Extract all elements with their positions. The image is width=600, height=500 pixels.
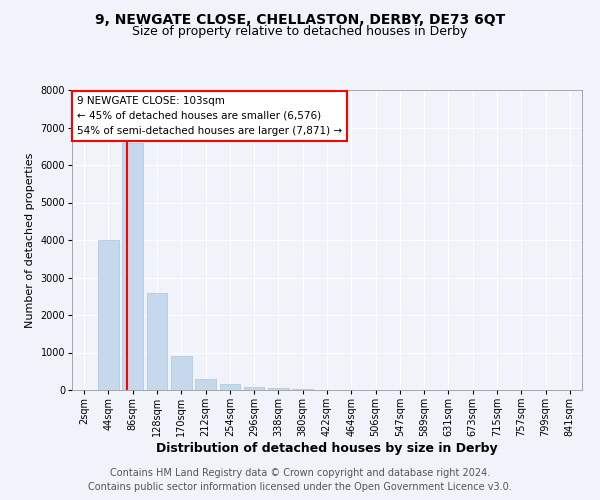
Text: Contains HM Land Registry data © Crown copyright and database right 2024.
Contai: Contains HM Land Registry data © Crown c…	[88, 468, 512, 492]
Bar	[244, 387, 265, 390]
Bar	[195, 379, 216, 390]
Y-axis label: Number of detached properties: Number of detached properties	[25, 152, 35, 328]
Text: Size of property relative to detached houses in Derby: Size of property relative to detached ho…	[133, 25, 467, 38]
Text: 9, NEWGATE CLOSE, CHELLASTON, DERBY, DE73 6QT: 9, NEWGATE CLOSE, CHELLASTON, DERBY, DE7…	[95, 12, 505, 26]
Bar	[98, 240, 119, 390]
Bar	[122, 144, 143, 390]
Bar	[171, 356, 191, 390]
Bar	[220, 384, 240, 390]
Bar	[292, 389, 313, 390]
Bar	[268, 388, 289, 390]
X-axis label: Distribution of detached houses by size in Derby: Distribution of detached houses by size …	[156, 442, 498, 455]
Bar	[146, 292, 167, 390]
Text: 9 NEWGATE CLOSE: 103sqm
← 45% of detached houses are smaller (6,576)
54% of semi: 9 NEWGATE CLOSE: 103sqm ← 45% of detache…	[77, 96, 342, 136]
